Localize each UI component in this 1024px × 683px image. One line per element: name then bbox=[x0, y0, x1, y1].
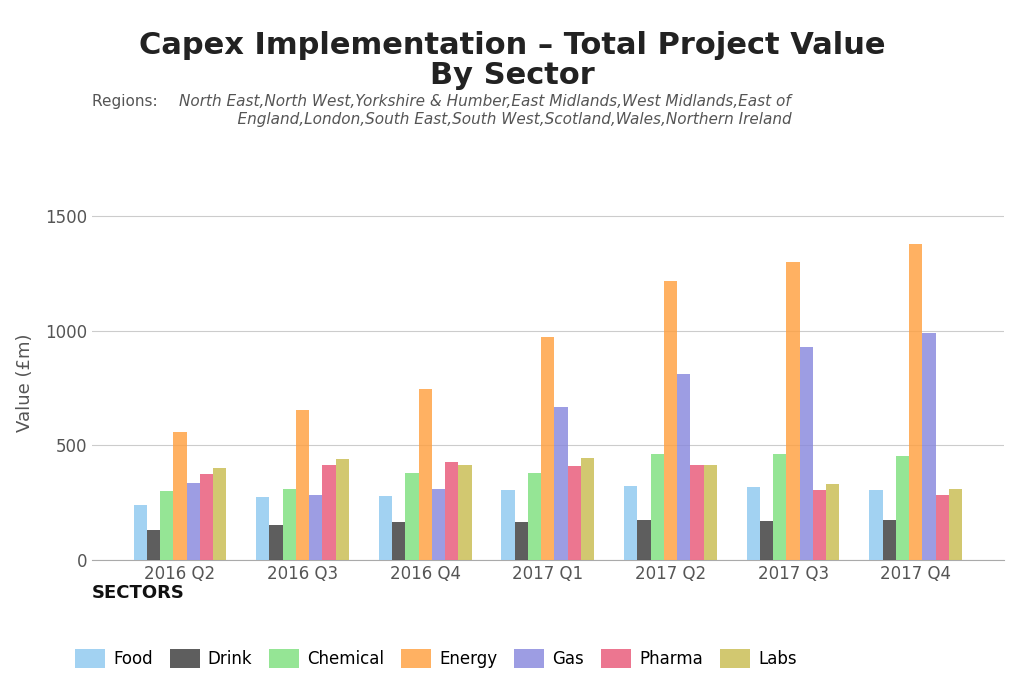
Bar bbox=[309, 494, 323, 560]
Text: SECTORS: SECTORS bbox=[92, 584, 185, 602]
Bar bbox=[392, 522, 406, 560]
Bar bbox=[269, 525, 283, 560]
Bar bbox=[323, 465, 336, 560]
Bar bbox=[869, 490, 883, 560]
Bar bbox=[813, 490, 826, 560]
Bar bbox=[800, 347, 813, 560]
Bar bbox=[773, 454, 786, 560]
Bar bbox=[567, 466, 581, 560]
Legend: Food, Drink, Chemical, Energy, Gas, Pharma, Labs: Food, Drink, Chemical, Energy, Gas, Phar… bbox=[75, 649, 797, 668]
Bar bbox=[746, 487, 760, 560]
Bar bbox=[502, 490, 515, 560]
Bar bbox=[256, 497, 269, 560]
Bar bbox=[760, 521, 773, 560]
Bar bbox=[160, 491, 173, 560]
Bar bbox=[296, 410, 309, 560]
Bar bbox=[542, 337, 554, 560]
Bar bbox=[664, 281, 677, 560]
Text: North East,North West,Yorkshire & Humber,East Midlands,West Midlands,East of
   : North East,North West,Yorkshire & Humber… bbox=[179, 94, 792, 126]
Bar bbox=[826, 484, 840, 560]
Bar bbox=[419, 389, 432, 560]
Bar bbox=[515, 522, 528, 560]
Bar bbox=[581, 458, 594, 560]
Bar bbox=[336, 459, 349, 560]
Bar bbox=[883, 520, 896, 560]
Text: Regions:: Regions: bbox=[92, 94, 163, 109]
Bar bbox=[554, 406, 567, 560]
Bar bbox=[690, 465, 703, 560]
Text: Capex Implementation – Total Project Value: Capex Implementation – Total Project Val… bbox=[138, 31, 886, 59]
Bar bbox=[624, 486, 637, 560]
Bar bbox=[186, 484, 200, 560]
Bar bbox=[459, 465, 472, 560]
Bar bbox=[896, 456, 909, 560]
Bar bbox=[786, 262, 800, 560]
Bar bbox=[703, 465, 717, 560]
Bar bbox=[200, 474, 213, 560]
Bar bbox=[133, 505, 146, 560]
Text: By Sector: By Sector bbox=[430, 61, 594, 90]
Bar bbox=[936, 494, 949, 560]
Bar bbox=[146, 530, 160, 560]
Bar bbox=[528, 473, 542, 560]
Bar bbox=[909, 244, 923, 560]
Bar bbox=[637, 520, 650, 560]
Bar bbox=[406, 473, 419, 560]
Bar bbox=[283, 489, 296, 560]
Bar bbox=[432, 489, 445, 560]
Bar bbox=[923, 333, 936, 560]
Bar bbox=[213, 469, 226, 560]
Bar bbox=[445, 462, 459, 560]
Bar bbox=[677, 374, 690, 560]
Bar bbox=[650, 454, 664, 560]
Y-axis label: Value (£m): Value (£m) bbox=[16, 333, 34, 432]
Bar bbox=[173, 432, 186, 560]
Bar bbox=[379, 496, 392, 560]
Bar bbox=[949, 489, 963, 560]
